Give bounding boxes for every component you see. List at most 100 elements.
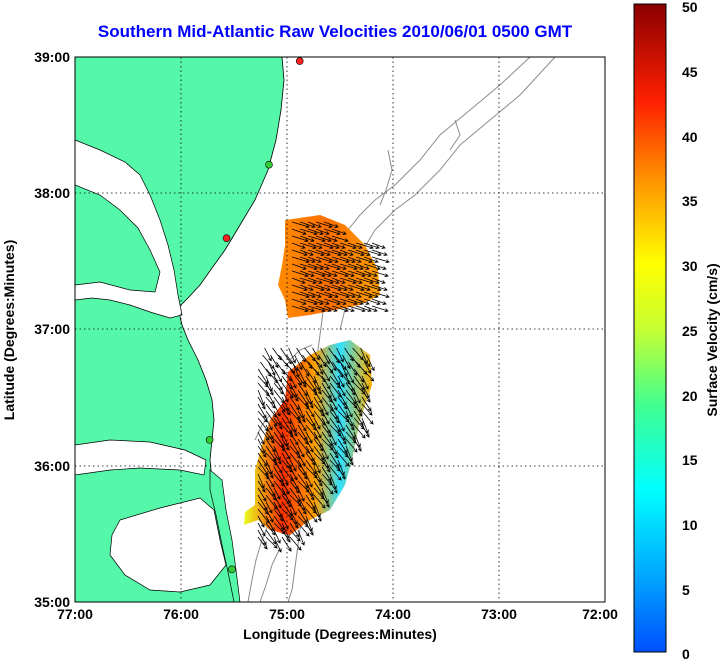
velocity-arrow bbox=[331, 235, 349, 243]
velocity-arrow bbox=[299, 305, 315, 312]
velocity-arrow bbox=[265, 410, 278, 427]
x-tick-labels: 77:00 76:00 75:00 74:00 73:00 72:00 bbox=[57, 606, 618, 622]
velocity-arrow bbox=[321, 368, 331, 382]
velocity-arrow bbox=[331, 256, 350, 264]
y-tick-labels: 39:00 38:00 37:00 36:00 35:00 bbox=[34, 49, 70, 610]
velocity-arrow bbox=[350, 354, 361, 369]
velocity-arrow bbox=[331, 228, 347, 235]
velocity-arrow bbox=[296, 347, 306, 363]
velocity-arrow bbox=[323, 221, 339, 228]
velocity-arrow bbox=[345, 389, 357, 405]
velocity-arrow bbox=[339, 242, 357, 250]
velocity-arrow bbox=[323, 235, 338, 242]
velocity-arrow bbox=[273, 459, 283, 474]
velocity-arrow bbox=[297, 487, 305, 502]
velocity-arrow bbox=[329, 445, 339, 459]
velocity-arrow bbox=[305, 403, 315, 418]
velocity-arrow bbox=[289, 473, 299, 490]
velocity-arrow bbox=[313, 459, 321, 474]
velocity-arrow bbox=[315, 228, 330, 235]
velocity-arrow bbox=[289, 424, 298, 437]
velocity-arrow bbox=[355, 242, 374, 250]
velocity-arrow bbox=[281, 382, 294, 399]
velocity-arrow bbox=[353, 396, 362, 413]
velocity-arrow bbox=[307, 277, 323, 284]
y-tick-label: 37:00 bbox=[34, 321, 70, 337]
velocity-arrow bbox=[361, 403, 373, 416]
velocity-arrow bbox=[281, 452, 292, 469]
velocity-arrow bbox=[347, 263, 364, 271]
velocity-arrow bbox=[281, 501, 293, 517]
velocity-arrow bbox=[321, 410, 330, 425]
velocity-arrow bbox=[355, 291, 373, 299]
velocity-arrow bbox=[297, 403, 305, 419]
velocity-arrow bbox=[297, 424, 308, 441]
velocity-arrow bbox=[362, 368, 375, 382]
velocity-arrow bbox=[321, 445, 329, 460]
velocity-arrow bbox=[262, 354, 275, 370]
velocity-arrow bbox=[257, 536, 268, 550]
velocity-arrow bbox=[257, 431, 265, 445]
velocity-arrow bbox=[371, 242, 386, 249]
velocity-arrow bbox=[337, 417, 345, 432]
velocity-arrow bbox=[257, 396, 266, 410]
velocity-arrow bbox=[305, 487, 315, 501]
velocity-arrow bbox=[294, 354, 303, 371]
velocity-arrow bbox=[265, 459, 273, 475]
velocity-arrow bbox=[307, 298, 324, 306]
velocity-arrow bbox=[281, 431, 289, 447]
velocity-arrow bbox=[299, 284, 314, 291]
velocity-arrow bbox=[347, 270, 366, 278]
velocity-arrow bbox=[297, 459, 307, 476]
velocity-arrow bbox=[307, 256, 322, 263]
velocity-arrow bbox=[353, 410, 364, 426]
velocity-arrow bbox=[297, 382, 308, 397]
velocity-arrow bbox=[273, 417, 283, 430]
velocity-arrow bbox=[289, 501, 297, 516]
velocity-arrow bbox=[323, 270, 338, 277]
velocity-arrow bbox=[337, 466, 346, 480]
velocity-arrow bbox=[313, 438, 324, 452]
velocity-arrow bbox=[297, 389, 309, 406]
velocity-arrow bbox=[329, 431, 337, 446]
velocity-arrow bbox=[313, 375, 321, 391]
velocity-arrow bbox=[331, 298, 347, 305]
velocity-arrow bbox=[329, 466, 342, 481]
velocity-arrow bbox=[291, 242, 306, 249]
velocity-arrow bbox=[313, 445, 325, 461]
velocity-arrow bbox=[313, 494, 326, 509]
velocity-arrow bbox=[339, 263, 358, 271]
velocity-arrow bbox=[291, 228, 307, 235]
velocity-arrow bbox=[291, 235, 309, 243]
colorbar-tick: 45 bbox=[682, 64, 698, 80]
velocity-arrow bbox=[308, 361, 320, 376]
velocity-arrow bbox=[307, 270, 326, 278]
velocity-arrow bbox=[307, 221, 322, 228]
velocity-arrow bbox=[371, 270, 389, 278]
velocity-arrow bbox=[337, 403, 349, 419]
velocity-arrow bbox=[329, 417, 341, 433]
velocity-arrow bbox=[305, 396, 314, 409]
velocity-arrow bbox=[339, 277, 357, 285]
velocity-arrow bbox=[257, 445, 267, 458]
velocity-arrow bbox=[363, 249, 382, 257]
velocity-arrow bbox=[339, 291, 356, 299]
colorbar-tick-labels: 50 45 40 35 30 25 20 15 10 5 0 bbox=[682, 0, 698, 659]
velocity-arrow bbox=[305, 431, 313, 444]
velocity-arrow bbox=[291, 221, 310, 229]
velocity-arrow bbox=[281, 396, 290, 412]
velocity-arrow bbox=[355, 256, 373, 264]
velocity-arrow bbox=[329, 410, 340, 424]
velocity-arrow bbox=[265, 445, 277, 462]
y-tick-label: 38:00 bbox=[34, 185, 70, 201]
velocity-arrow bbox=[281, 515, 289, 530]
velocity-arrow bbox=[371, 249, 388, 257]
velocity-arrow bbox=[265, 508, 274, 523]
velocity-arrow bbox=[323, 242, 340, 250]
velocity-arrow bbox=[273, 515, 285, 531]
x-tick-label: 75:00 bbox=[269, 606, 305, 622]
velocity-arrow bbox=[313, 431, 323, 448]
velocity-arrow bbox=[337, 431, 347, 445]
velocity-arrow bbox=[305, 494, 316, 510]
